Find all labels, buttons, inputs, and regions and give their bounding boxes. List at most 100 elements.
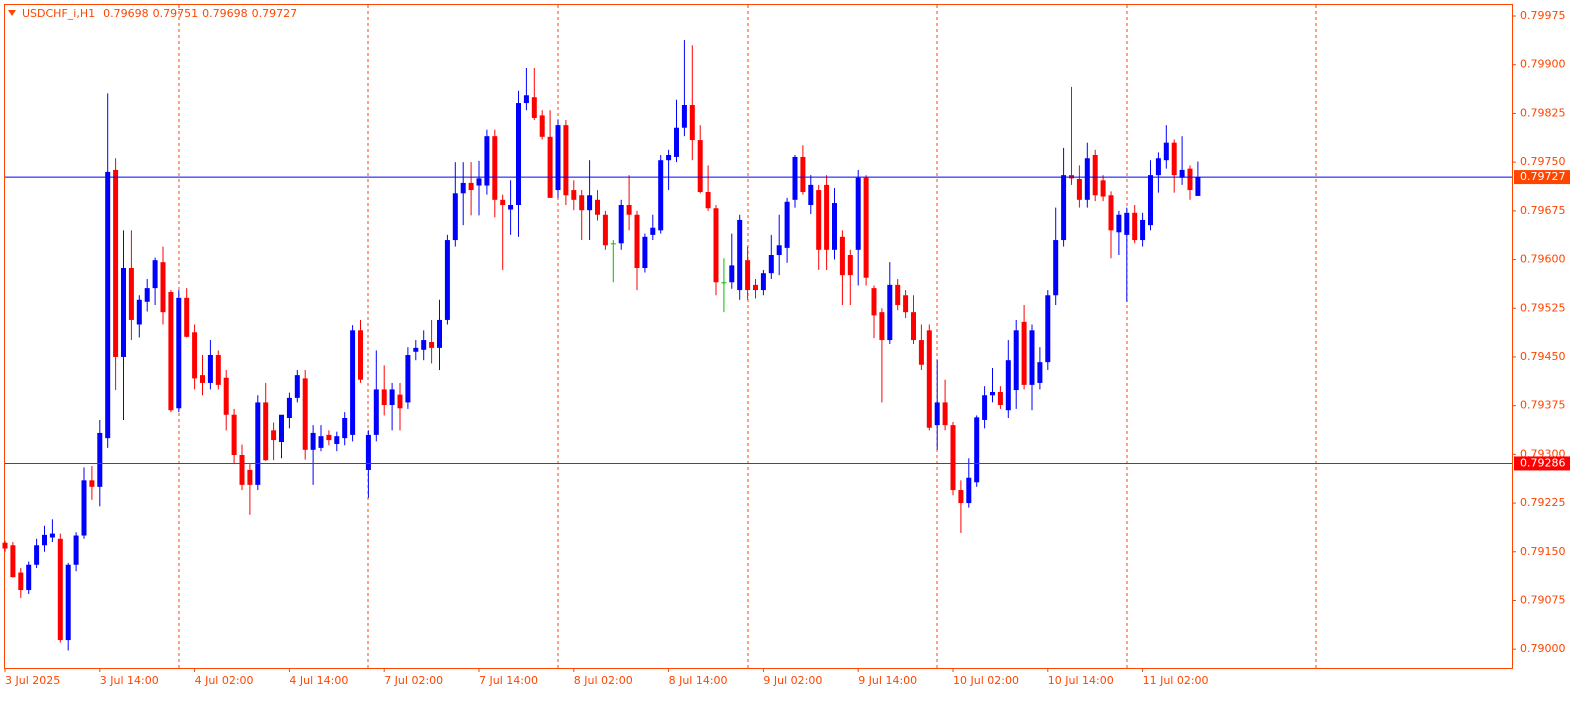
candle-body <box>263 402 269 461</box>
candle-body <box>128 267 134 320</box>
candle-body <box>958 490 964 504</box>
candle-body <box>247 469 253 485</box>
candle-body <box>2 542 8 549</box>
candle-body <box>745 260 751 291</box>
candle-body <box>800 156 806 193</box>
candle-body <box>286 397 292 418</box>
candle-body <box>1179 169 1185 178</box>
candle-body <box>689 105 695 141</box>
x-tick-label: 9 Jul 14:00 <box>858 674 917 687</box>
y-tick-label: 0.79450 <box>1520 350 1566 363</box>
y-tick-label: 0.79675 <box>1520 204 1566 217</box>
candle-body <box>950 425 956 491</box>
candle-body <box>294 375 300 398</box>
candle-body <box>650 227 656 235</box>
candle-body <box>1124 212 1130 235</box>
candle-body <box>895 284 901 306</box>
x-tick-label: 10 Jul 02:00 <box>953 674 1019 687</box>
candle-body <box>136 299 142 325</box>
candle-body <box>121 267 126 357</box>
menu-arrow <box>8 10 16 16</box>
candle-body <box>760 273 766 291</box>
candle-body <box>444 240 450 320</box>
candle-body <box>579 195 585 211</box>
candle-body <box>681 105 687 128</box>
candle-body <box>500 199 506 206</box>
candle-body <box>10 545 16 578</box>
candle-body <box>1132 212 1138 241</box>
candle-body <box>184 297 190 337</box>
candle-body <box>1171 142 1177 176</box>
candle-body <box>547 136 553 198</box>
candle-body <box>484 136 490 186</box>
candle-body <box>1037 362 1043 383</box>
candle-body <box>595 199 600 215</box>
candle-body <box>697 140 703 193</box>
candle-body <box>1195 177 1201 196</box>
candle-body <box>1092 155 1098 196</box>
candle-body <box>508 205 514 210</box>
candle-body <box>302 378 308 450</box>
candle-body <box>563 125 569 196</box>
candle-body <box>539 115 545 137</box>
candle-body <box>1061 175 1067 241</box>
candle-body <box>966 477 972 504</box>
candle-body <box>753 284 758 291</box>
y-tick-label: 0.79825 <box>1520 106 1566 119</box>
candle-body <box>1163 142 1169 161</box>
candle-body <box>934 402 940 426</box>
plot-border <box>4 4 1513 669</box>
symbol: USDCHF_i,H1 <box>22 7 95 20</box>
x-tick-label: 7 Jul 14:00 <box>479 674 538 687</box>
candle-body <box>421 340 427 350</box>
candle-body <box>1100 180 1106 197</box>
candle-body <box>1045 295 1051 363</box>
candle-body <box>1148 175 1153 226</box>
candle-body <box>18 572 24 591</box>
y-tick-label: 0.79000 <box>1520 642 1566 655</box>
candle-body <box>776 245 782 256</box>
candle-body <box>42 534 47 546</box>
candle-body <box>365 434 371 470</box>
x-tick-label: 3 Jul 2025 <box>5 674 60 687</box>
y-tick-label: 0.79150 <box>1520 545 1566 558</box>
candle-body <box>358 330 363 380</box>
candle-body <box>997 392 1003 406</box>
x-tick-label: 11 Jul 02:00 <box>1143 674 1209 687</box>
candle-body <box>887 284 893 341</box>
candle-body <box>926 330 932 428</box>
candle-body <box>729 265 735 283</box>
candle-body <box>65 564 71 641</box>
candle-body <box>342 417 348 439</box>
candle-body <box>990 392 995 396</box>
candle-body <box>389 389 395 406</box>
candle-body <box>310 432 316 450</box>
candle-body <box>1084 158 1090 200</box>
candle-body <box>674 127 679 157</box>
candle-body <box>571 190 577 200</box>
candle-body <box>318 436 324 448</box>
candle-body <box>452 193 458 241</box>
candle-body <box>326 434 332 441</box>
candle-body <box>1140 219 1146 241</box>
y-tick-label: 0.79600 <box>1520 253 1566 266</box>
candle-body <box>982 395 988 420</box>
candle-body <box>468 182 474 191</box>
x-tick-label: 8 Jul 02:00 <box>574 674 633 687</box>
day-separators <box>178 5 1317 668</box>
candle-body <box>523 95 529 104</box>
candle-body <box>1108 195 1114 231</box>
price-label: 0.79286 <box>1520 456 1566 469</box>
candle-body <box>460 182 466 194</box>
candle-body <box>476 178 482 186</box>
candle-body <box>713 208 719 283</box>
price-label-box <box>1514 170 1570 185</box>
candle-body <box>626 205 632 215</box>
candle-body <box>105 171 111 439</box>
y-tick-label: 0.79525 <box>1520 301 1566 314</box>
candle-body <box>279 414 284 443</box>
candle-body <box>918 340 924 365</box>
candle-body <box>255 402 261 485</box>
